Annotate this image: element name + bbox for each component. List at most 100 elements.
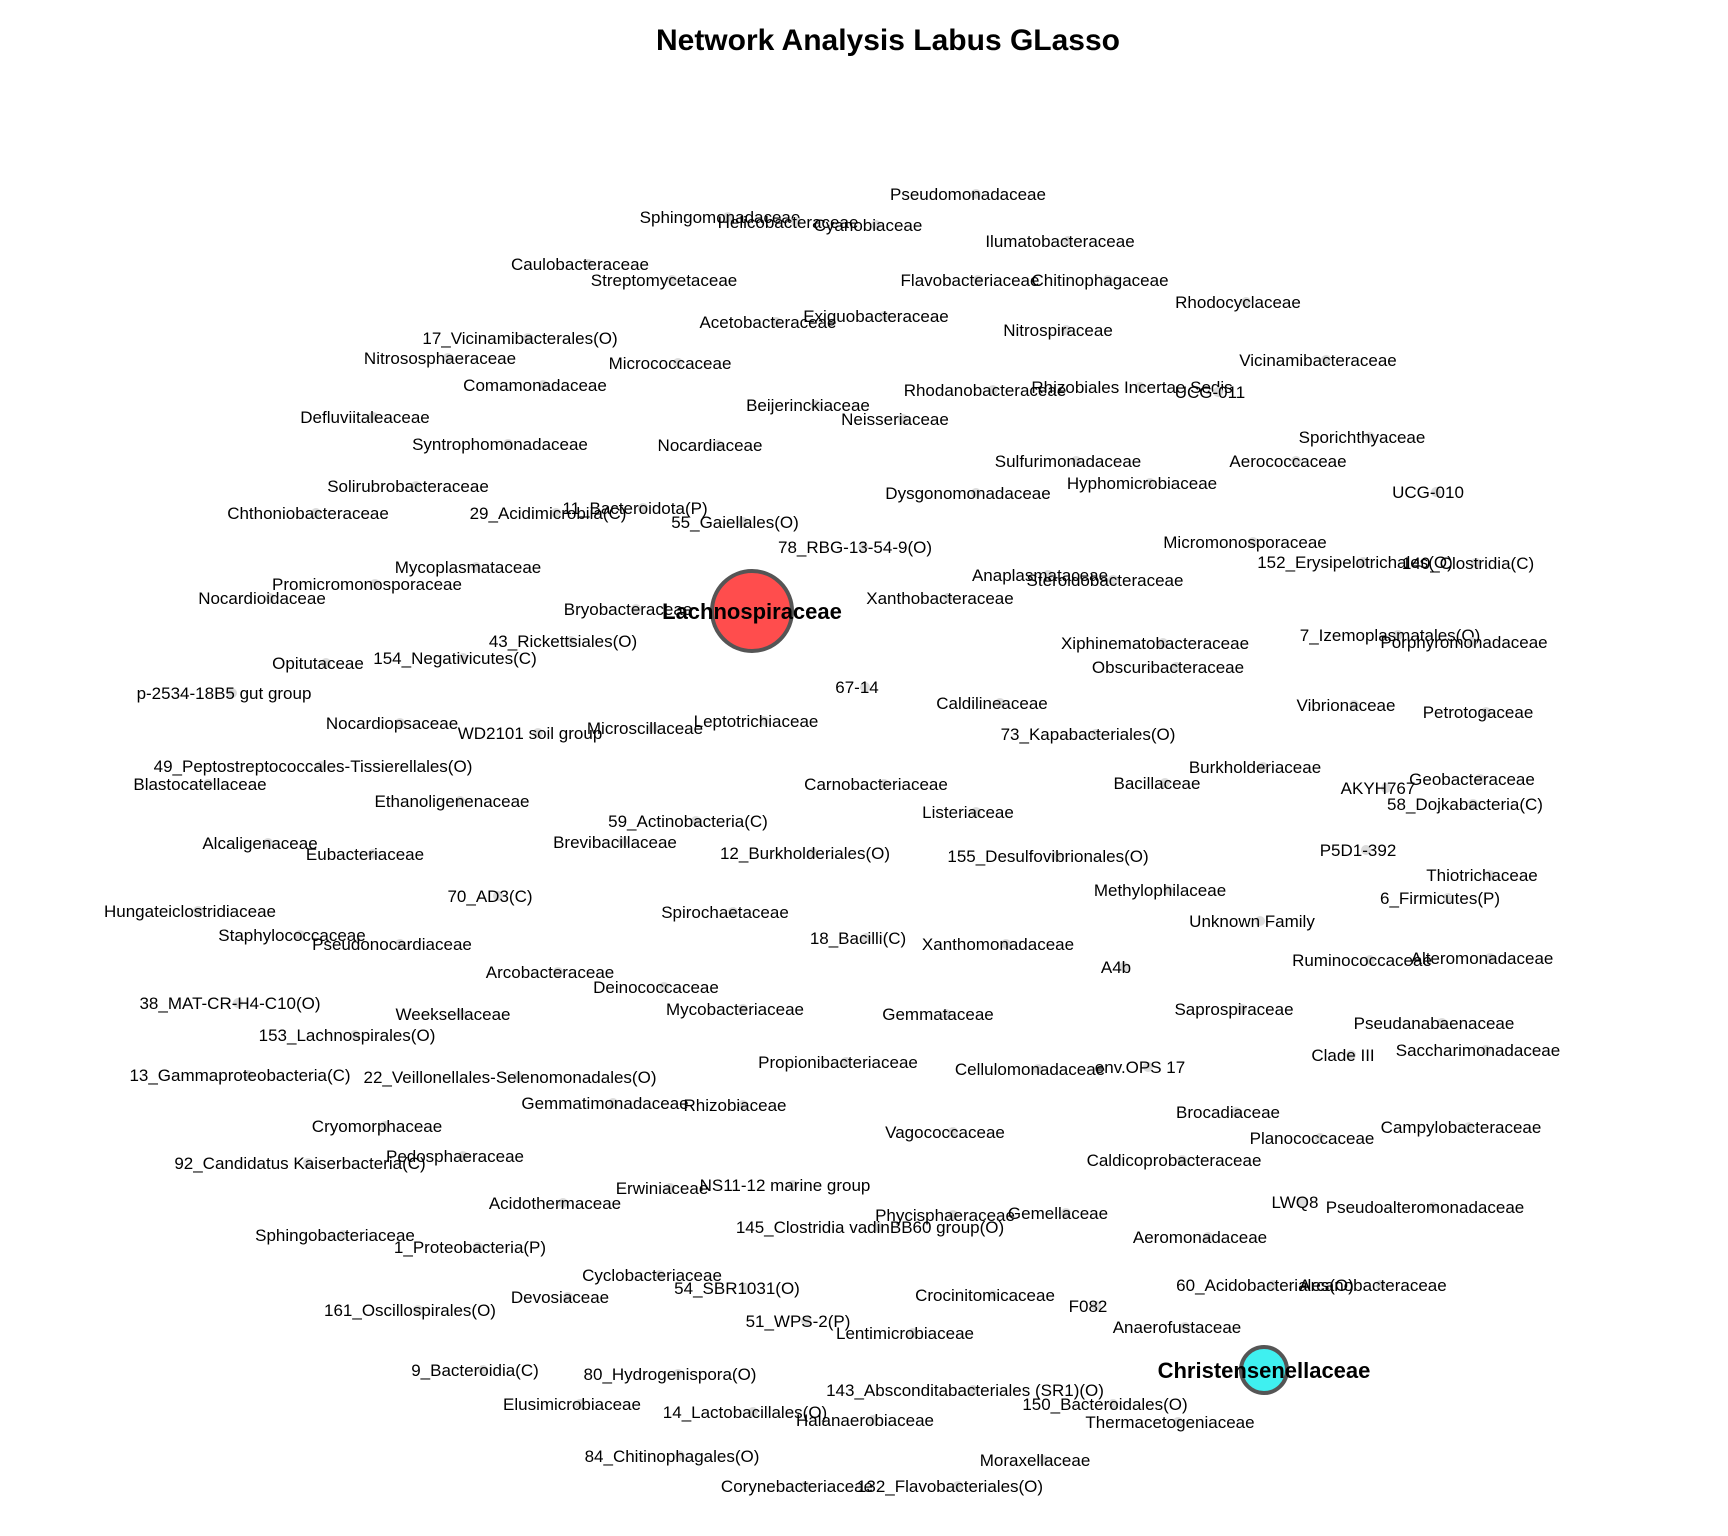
network-node: Mycoplasmataceae xyxy=(395,558,541,577)
node-label: Chthoniobacteraceae xyxy=(227,504,389,523)
node-label: 17_Vicinamibacterales(O) xyxy=(422,329,617,348)
node-marker xyxy=(303,1158,313,1168)
node-label: Helicobacteraceae xyxy=(718,213,859,232)
node-label: 6_Firmicutes(P) xyxy=(1380,889,1500,908)
network-node: Xanthobacteraceae xyxy=(866,589,1013,608)
node-label: 140_Clostridia(C) xyxy=(1402,554,1534,573)
network-node: 22_Veillonellales-Selenomonadales(O) xyxy=(364,1068,657,1087)
node-marker xyxy=(380,1121,390,1131)
node-marker xyxy=(263,838,273,848)
network-node: Cyclobacteriaceae xyxy=(582,1266,722,1285)
network-node: 14_Lactobacillales(O) xyxy=(663,1403,827,1422)
node-marker xyxy=(1160,778,1170,788)
node-marker xyxy=(1071,456,1081,466)
network-node: 152_Erysipelotrichales(O) xyxy=(1257,553,1453,572)
network-node: Aeromonadaceae xyxy=(1133,1228,1267,1247)
network-node: 54_SBR1031(O) xyxy=(674,1279,800,1298)
node-label: LWQ8 xyxy=(1272,1193,1319,1212)
node-marker xyxy=(1051,851,1061,861)
network-node: Leptotrichiaceae xyxy=(694,712,819,731)
node-label: Rhizobiaceae xyxy=(683,1096,786,1115)
node-marker xyxy=(1063,236,1073,246)
node-marker xyxy=(1061,325,1071,335)
node-label: Ethanoligenenaceae xyxy=(374,792,529,811)
network-node: Micrococcaceae xyxy=(609,354,732,373)
node-label: Sporichthyaceae xyxy=(1299,428,1426,447)
node-label: Lentimicrobiaceae xyxy=(836,1324,974,1343)
network-node: Dysgonomonadaceae xyxy=(885,484,1050,503)
network-node: Caldicoprobacteraceae xyxy=(1087,1151,1262,1170)
node-label: 78_RBG-13-54-9(O) xyxy=(778,538,932,557)
hub-label: Christensenellaceae xyxy=(1158,1358,1371,1383)
node-marker xyxy=(523,333,533,343)
node-label: Hyphomicrobiaceae xyxy=(1067,474,1217,493)
node-label: 143_Absconditabacteriales (SR1)(O) xyxy=(826,1381,1104,1400)
node-marker xyxy=(1033,1064,1043,1074)
node-label: Pseudoalteromonadaceae xyxy=(1326,1198,1524,1217)
node-label: Comamonadaceae xyxy=(463,376,607,395)
node-marker xyxy=(1291,456,1301,466)
network-node: 78_RBG-13-54-9(O) xyxy=(778,538,932,557)
network-node: Caulobacteraceae xyxy=(511,255,649,274)
network-node: 58_Dojkabacteria(C) xyxy=(1387,795,1543,814)
node-label: 60_Acidobacteriales(O) xyxy=(1176,1276,1354,1295)
hub-label: Lachnospiraceae xyxy=(662,599,842,624)
node-label: 12_Burkholderiales(O) xyxy=(720,844,890,863)
network-node: 67-14 xyxy=(835,678,878,697)
node-marker xyxy=(879,311,889,321)
network-node: Vicinamibacteraceae xyxy=(1239,351,1397,370)
node-marker xyxy=(1437,1018,1447,1028)
node-marker xyxy=(1213,387,1223,397)
node-marker xyxy=(1481,707,1491,717)
node-marker xyxy=(368,412,378,422)
node-marker xyxy=(971,189,981,199)
node-marker xyxy=(968,1385,978,1395)
network-node: Cryomorphaceae xyxy=(312,1117,442,1136)
node-label: Weeksellaceae xyxy=(396,1005,511,1024)
node-marker xyxy=(316,761,326,771)
node-label: Gemmataceae xyxy=(882,1005,994,1024)
network-node: 38_MAT-CR-H4-C10(O) xyxy=(139,994,320,1013)
node-label: 145_Clostridia vadinBB60 group(O) xyxy=(736,1218,1004,1237)
network-node: Bacillaceae xyxy=(1114,774,1201,793)
node-label: Elusimicrobiaceae xyxy=(503,1395,641,1414)
node-label: A4b xyxy=(1101,958,1131,977)
node-marker xyxy=(675,1451,685,1461)
node-marker xyxy=(953,1481,963,1491)
node-label: Devosiaceae xyxy=(511,1288,609,1307)
node-label: Micromonosporaceae xyxy=(1163,533,1326,552)
node-label: Nocardiopsaceae xyxy=(326,714,458,733)
node-label: Phycisphaeraceae xyxy=(875,1206,1015,1225)
node-marker xyxy=(478,1365,488,1375)
network-node: Brevibacillaceae xyxy=(553,833,677,852)
node-label: 80_Hydrogenispora(O) xyxy=(584,1365,757,1384)
node-marker xyxy=(1349,700,1359,710)
node-marker xyxy=(1361,845,1371,855)
network-node: UCG-011 xyxy=(1175,383,1246,402)
network-node: Carnobacteriaceae xyxy=(804,775,948,794)
node-label: Sulfurimonadaceae xyxy=(995,452,1141,471)
node-label: Vicinamibacteraceae xyxy=(1239,351,1397,370)
node-marker xyxy=(553,967,563,977)
node-label: Propionibacteriaceae xyxy=(758,1053,918,1072)
network-node: Nocardioidaceae xyxy=(198,589,326,608)
network-node: Petrotogaceae xyxy=(1423,703,1534,722)
node-marker xyxy=(443,353,453,363)
network-node: Sphingomonadaceae xyxy=(640,208,801,227)
node-label: 152_Erysipelotrichales(O) xyxy=(1257,553,1453,572)
network-node: Nocardiaceae xyxy=(658,436,763,455)
node-marker xyxy=(665,1183,675,1193)
node-marker xyxy=(748,1407,758,1417)
network-node: Eubacteriaceae xyxy=(306,845,424,864)
network-node: 12_Burkholderiales(O) xyxy=(720,844,890,863)
node-label: Solirubrobacteraceae xyxy=(327,477,489,496)
node-label: Saccharimonadaceae xyxy=(1396,1041,1560,1060)
node-marker xyxy=(1108,575,1118,585)
node-label: Cellulomonadaceae xyxy=(955,1060,1105,1079)
node-label: Xiphinematobacteraceae xyxy=(1061,634,1249,653)
hub-marker xyxy=(1239,1345,1289,1395)
node-label: Halanaerobiaceae xyxy=(796,1411,934,1430)
node-marker xyxy=(1443,893,1453,903)
node-marker xyxy=(673,358,683,368)
network-node: Unknown Family xyxy=(1189,912,1315,931)
